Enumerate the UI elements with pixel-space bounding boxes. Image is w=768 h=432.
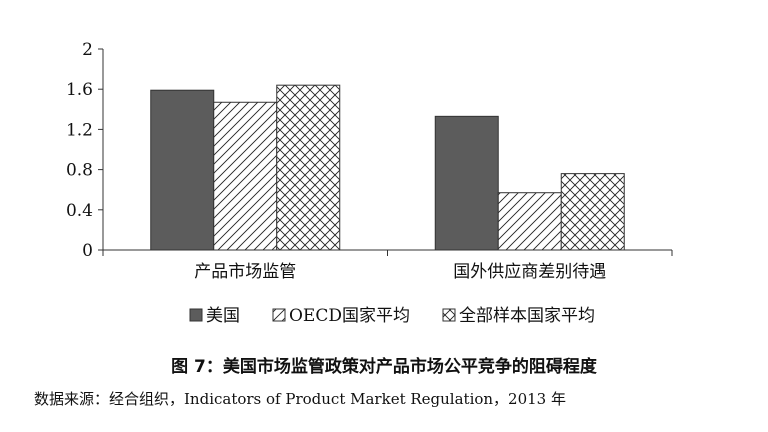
category-label: 产品市场监管 — [194, 262, 296, 282]
bar — [276, 84, 341, 251]
chart: 0 0.4 0.8 1.2 1.6 2 产品市场监管 国外供应商差别待遇 美国 OECD国家平… — [66, 40, 673, 326]
y-tick-label: 0 — [82, 241, 93, 261]
bar — [434, 115, 499, 251]
legend-swatch — [442, 308, 456, 322]
legend: 美国 OECD国家平均 全部样本国家平均 — [189, 306, 595, 326]
bars — [150, 84, 625, 251]
bar — [213, 101, 278, 251]
chart-caption: 图 7：美国市场监管政策对产品市场公平竞争的阻碍程度 — [171, 357, 597, 377]
y-tick-label: 1.6 — [66, 80, 93, 100]
y-tick-label: 0.8 — [66, 161, 93, 181]
category-labels: 产品市场监管 国外供应商差别待遇 — [194, 262, 606, 282]
data-source: 数据来源：经合组织，Indicators of Product Market R… — [34, 390, 566, 408]
category-label: 国外供应商差别待遇 — [453, 262, 606, 282]
bar — [560, 173, 625, 251]
bar — [150, 89, 215, 251]
y-tick-labels: 0 0.4 0.8 1.2 1.6 2 — [66, 40, 93, 261]
legend-swatch — [189, 308, 203, 322]
y-tick-label: 2 — [82, 40, 93, 60]
legend-label: 美国 — [206, 306, 240, 326]
bar — [497, 192, 562, 251]
legend-label: 全部样本国家平均 — [459, 306, 595, 326]
legend-label: OECD国家平均 — [289, 306, 410, 326]
legend-swatch — [272, 308, 286, 322]
y-tick-label: 1.2 — [66, 120, 93, 140]
y-tick-label: 0.4 — [66, 201, 93, 221]
